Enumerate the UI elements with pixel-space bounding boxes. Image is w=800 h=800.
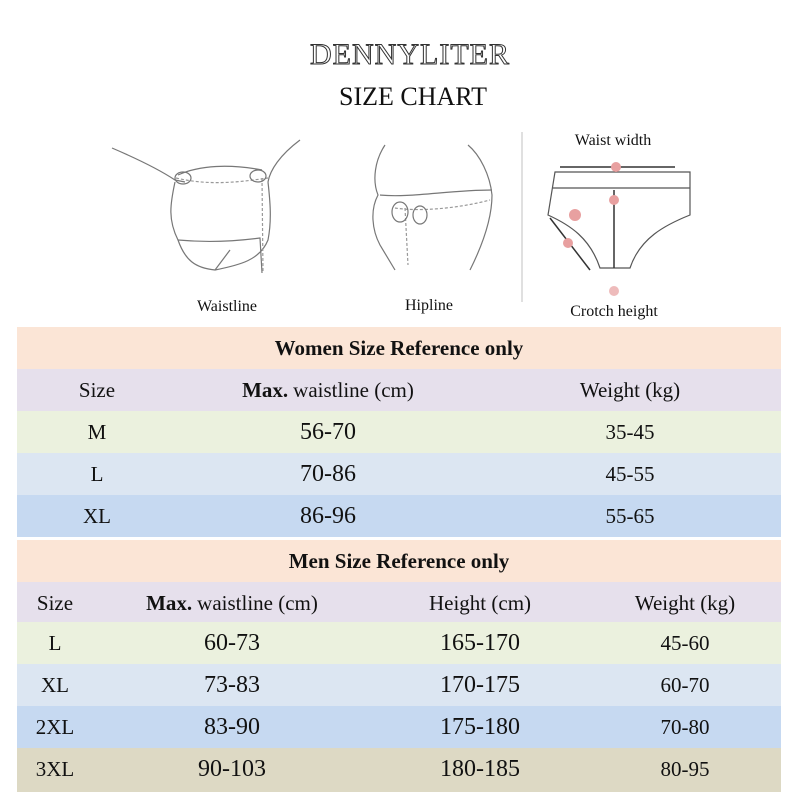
table-cell: 60-73 [204,630,260,656]
table-cell: 86-96 [300,503,356,529]
table-row: Men Size Reference only [17,540,781,582]
table-cell: 175-180 [440,714,520,740]
table-cell: 45-55 [605,462,655,486]
table-cell: 180-185 [440,756,520,782]
header-text: waistline (cm) [293,378,414,402]
table-cell: 56-70 [300,419,356,445]
header-cell: Height (cm) [428,591,532,615]
table-row: M 56-70 35-45 [17,411,781,453]
brand: DENNYLITER [310,38,510,72]
table-cell: L [90,462,104,486]
header-cell: Weight (kg) [634,591,736,615]
table-cell: 35-45 [605,420,655,444]
women-table: Women Size Reference only Size Max. waistli… [17,327,781,537]
header-cell: Weight (kg) [579,378,681,402]
table-cell: XL [41,673,69,697]
header-cell: Size [36,591,74,615]
header-bold: Max. [146,591,193,615]
table-cell: 55-65 [605,504,655,528]
table-cell: 2XL [35,715,75,739]
table-title: Women Size Reference only [274,336,524,360]
table-row: 2XL 83-90 175-180 70-80 [17,706,781,748]
table-row: Women Size Reference only [17,327,781,369]
table-cell: 60-70 [660,673,710,697]
table-cell: 3XL [35,757,75,781]
table-title: Men Size Reference only [288,549,510,573]
caption: Crotch height [570,303,658,320]
table-cell: 165-170 [440,630,520,656]
table-row: L 60-73 165-170 45-60 [17,622,781,664]
table-cell: L [48,631,62,655]
table-cell: 70-80 [660,715,710,739]
header-cell: Max. waistline (cm) [242,369,414,411]
table-cell: 80-95 [660,757,710,781]
caption: Hipline [405,297,453,314]
table-row: XL 86-96 55-65 [17,495,781,537]
table-cell: 45-60 [660,631,710,655]
caption: Waist width [574,132,652,149]
brief-diagram [547,162,691,296]
waist-figure [111,139,301,274]
header-cell: Max. waistline (cm) [146,582,318,624]
men-table: Men Size Reference only Size Max. waistline… [17,540,781,792]
table-cell: XL [83,504,111,528]
table-cell: 170-175 [440,672,520,698]
table-cell: 90-103 [198,756,266,782]
header-text: waistline (cm) [197,591,318,615]
hip-figure [372,144,493,271]
table-row: Size Max. waistline (cm) Weight (kg) [17,369,781,411]
table-cell: M [87,420,107,444]
table-cell: 73-83 [204,672,260,698]
table-row: Size Max. waistline (cm) Height (cm) Weight … [17,582,781,622]
table-row: XL 73-83 170-175 60-70 [17,664,781,706]
table-row: 3XL 90-103 180-185 80-95 [17,748,781,792]
title: SIZE CHART [339,82,487,111]
table-row: L 70-86 45-55 [17,453,781,495]
caption: Waistline [196,298,258,315]
header-cell: Size [78,378,116,402]
table-cell: 83-90 [204,714,260,740]
header-bold: Max. [242,378,289,402]
illustrations [111,132,691,302]
table-cell: 70-86 [300,461,356,487]
